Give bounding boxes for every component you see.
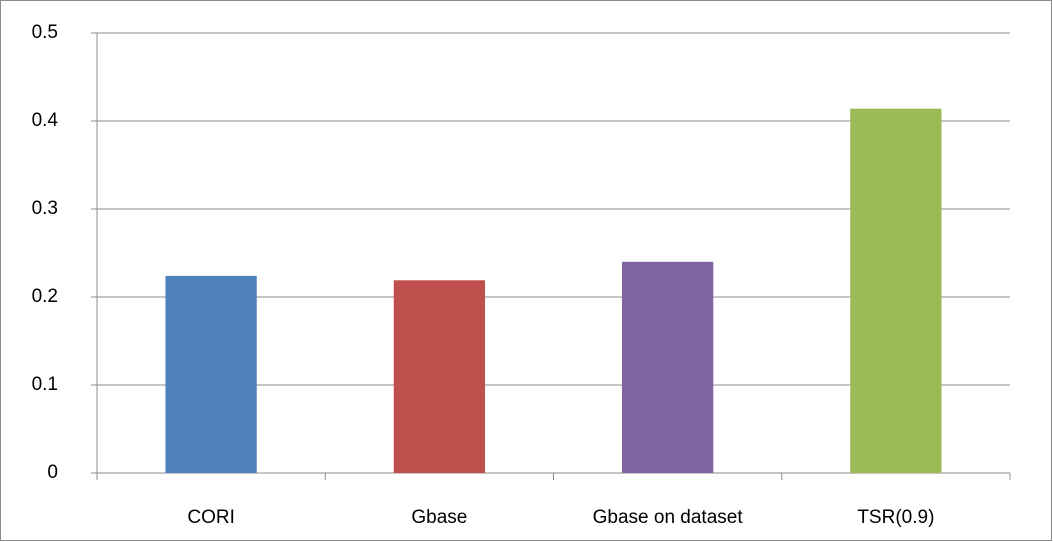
y-tick-label: 0.4 bbox=[32, 110, 59, 131]
x-tick-label: Gbase on dataset bbox=[593, 507, 744, 528]
bar bbox=[393, 280, 486, 473]
y-tick-label: 0.2 bbox=[32, 286, 58, 307]
bar bbox=[621, 261, 714, 473]
x-tick-label: Gbase bbox=[411, 507, 467, 528]
x-tick-label: TSR(0.9) bbox=[857, 507, 934, 528]
bar bbox=[850, 108, 942, 474]
y-tick-label: 0.5 bbox=[32, 22, 58, 43]
y-tick-label: 0.1 bbox=[32, 374, 58, 395]
bar bbox=[165, 275, 257, 473]
y-tick-label: 0.3 bbox=[32, 198, 58, 219]
x-tick-label: CORI bbox=[187, 507, 235, 528]
y-tick-label: 0 bbox=[47, 462, 58, 483]
